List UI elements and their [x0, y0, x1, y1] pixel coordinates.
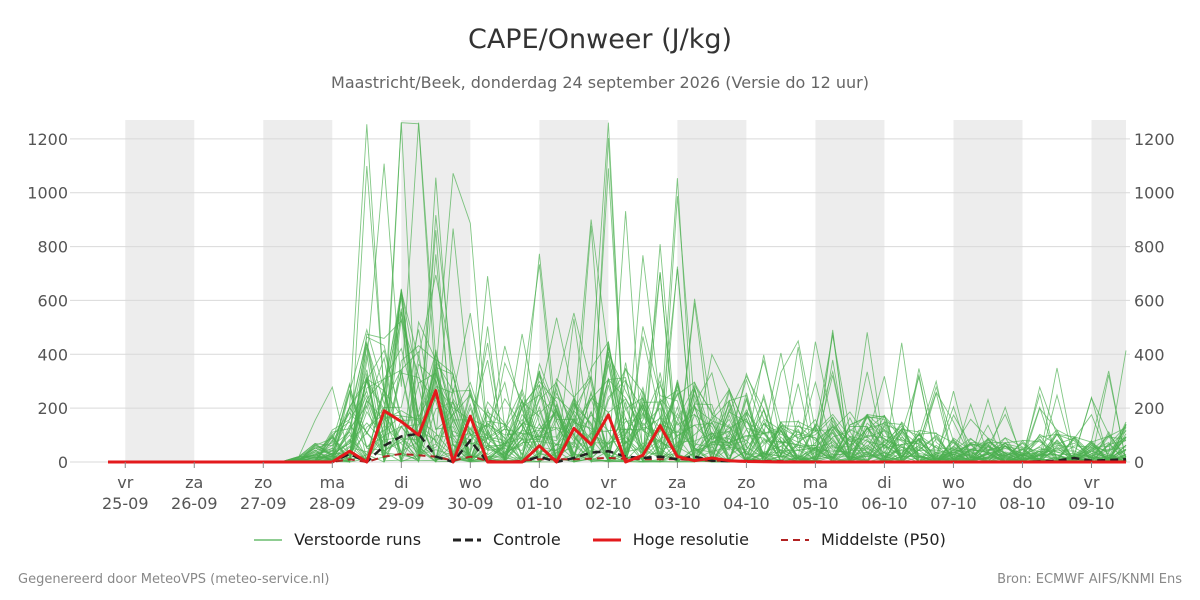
weekend-shading — [125, 120, 1126, 462]
x-tick-label-day: zo — [254, 473, 272, 492]
x-tick-label-day: zo — [737, 473, 755, 492]
x-tick-label-day: vr — [117, 473, 133, 492]
series-line-high-res — [108, 389, 1126, 464]
shaded-period — [263, 120, 333, 462]
x-tick-label-date: 02-10 — [585, 494, 632, 513]
x-tick-label-date: 25-09 — [102, 494, 149, 513]
legend-item-median: Middelste (P50) — [780, 530, 946, 549]
x-tick-label-date: 05-10 — [792, 494, 839, 513]
x-tick-label-date: 08-10 — [999, 494, 1046, 513]
shaded-period — [1091, 120, 1126, 462]
x-tick-label-date: 04-10 — [723, 494, 770, 513]
footer-source: Bron: ECMWF AIFS/KNMI Ens — [997, 572, 1182, 587]
main-series — [108, 389, 1127, 464]
y-tick-label-left: 1200 — [27, 130, 68, 149]
ensemble-line-icon — [254, 538, 283, 541]
chart-subtitle: Maastricht/Beek, donderdag 24 september … — [331, 73, 869, 92]
shaded-period — [815, 120, 885, 462]
y-tick-label-right: 600 — [1134, 291, 1165, 310]
x-tick-label-day: vr — [1083, 473, 1099, 492]
x-tick-label-date: 26-09 — [171, 494, 218, 513]
high-res-line-icon — [592, 538, 621, 541]
y-tick-label-right: 1200 — [1134, 130, 1175, 149]
x-tick-label-day: wo — [459, 473, 482, 492]
x-tick-label-date: 03-10 — [654, 494, 701, 513]
x-tick-label-day: di — [877, 473, 892, 492]
y-tick-label-left: 200 — [37, 399, 68, 418]
y-tick-label-left: 800 — [37, 238, 68, 257]
x-tick-label-day: ma — [320, 473, 345, 492]
y-tick-label-left: 600 — [37, 291, 68, 310]
y-tick-label-right: 400 — [1134, 345, 1165, 364]
y-tick-label-right: 800 — [1134, 238, 1165, 257]
x-tick-label-date: 09-10 — [1068, 494, 1115, 513]
x-tick-label-day: wo — [942, 473, 965, 492]
x-tick-label-date: 30-09 — [447, 494, 494, 513]
x-tick-label-date: 27-09 — [240, 494, 287, 513]
y-tick-label-left: 0 — [58, 453, 68, 472]
x-tick-label-date: 06-10 — [861, 494, 908, 513]
legend: Verstoorde runs Controle Hoge resolutie … — [0, 530, 1200, 549]
shaded-period — [953, 120, 1023, 462]
legend-item-high-res: Hoge resolutie — [592, 530, 749, 549]
x-tick-label-date: 28-09 — [309, 494, 356, 513]
y-tick-label-right: 1000 — [1134, 184, 1175, 203]
legend-item-ensemble: Verstoorde runs — [254, 530, 421, 549]
legend-label-ensemble: Verstoorde runs — [294, 530, 422, 549]
chart-title: CAPE/Onweer (J/kg) — [467, 24, 732, 55]
x-tick-label-day: za — [668, 473, 686, 492]
footer-credit: Gegenereerd door MeteoVPS (meteo-service… — [18, 572, 330, 587]
x-tick-label-day: za — [185, 473, 203, 492]
x-tick-label-date: 29-09 — [378, 494, 425, 513]
shaded-period — [677, 120, 747, 462]
y-tick-label-left: 1000 — [27, 184, 68, 203]
x-tick-label-day: ma — [803, 473, 828, 492]
control-line-icon — [453, 538, 482, 541]
shaded-period — [125, 120, 195, 462]
y-tick-label-right: 200 — [1134, 399, 1165, 418]
x-tick-label-date: 07-10 — [930, 494, 977, 513]
legend-label-high-res: Hoge resolutie — [632, 530, 749, 549]
x-tick-label-day: do — [1012, 473, 1032, 492]
x-tick-label-day: do — [529, 473, 549, 492]
x-tick-label-day: di — [394, 473, 409, 492]
legend-label-control: Controle — [493, 530, 561, 549]
legend-item-control: Controle — [453, 530, 561, 549]
x-tick-label-day: vr — [600, 473, 616, 492]
y-tick-label-left: 400 — [37, 345, 68, 364]
x-tick-label-date: 01-10 — [516, 494, 563, 513]
y-tick-label-right: 0 — [1134, 453, 1144, 472]
axis-labels: 0 0 200 200 400 400 600 600 800 800 1000 1000 1200 12… — [27, 130, 1174, 513]
legend-label-median: Middelste (P50) — [820, 530, 946, 549]
median-line-icon — [780, 538, 809, 541]
